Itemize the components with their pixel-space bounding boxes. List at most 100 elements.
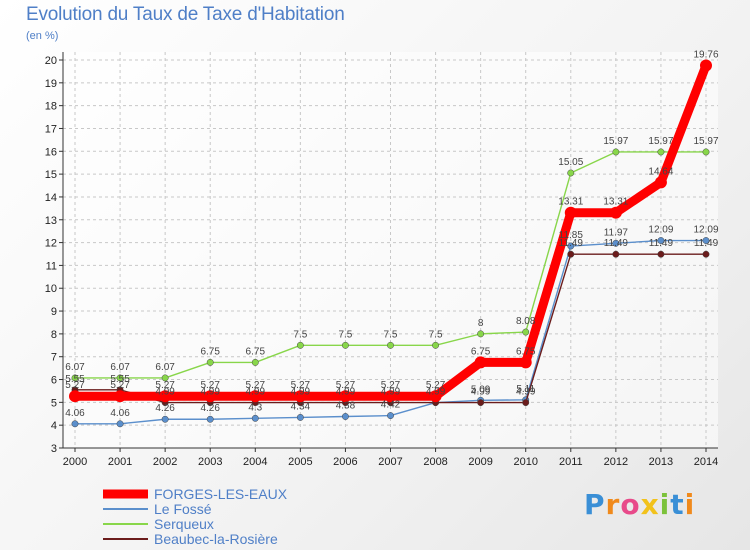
data-label: 11.49 xyxy=(649,238,674,249)
data-label: 4.99 xyxy=(516,387,536,398)
x-tick-label: 2006 xyxy=(333,456,357,468)
y-tick-label: 11 xyxy=(46,260,57,272)
data-point xyxy=(387,341,394,349)
logo-letter: P xyxy=(584,488,606,521)
data-label: 4.38 xyxy=(336,401,356,412)
data-point xyxy=(612,239,620,247)
y-tick-label: 13 xyxy=(45,215,57,227)
data-label: 4.42 xyxy=(381,400,401,411)
data-label: 4.26 xyxy=(155,403,175,414)
chart-title: Evolution du Taux de Taxe d'Habitation xyxy=(26,4,345,25)
data-point xyxy=(206,415,214,423)
data-label: 4.06 xyxy=(110,408,130,419)
data-point xyxy=(296,341,304,349)
data-label: 4.34 xyxy=(291,401,311,412)
data-label: 6.75 xyxy=(246,346,266,357)
data-label: 5.27 xyxy=(291,380,311,391)
data-label: 11.97 xyxy=(604,227,629,238)
data-point xyxy=(114,390,127,403)
data-point xyxy=(522,328,530,336)
logo-letter: t xyxy=(670,488,685,521)
data-point xyxy=(429,390,442,403)
x-tick-label: 2008 xyxy=(423,456,447,468)
logo-letter: r xyxy=(605,488,621,521)
x-tick-label: 2013 xyxy=(649,456,673,468)
data-point xyxy=(249,390,262,403)
data-label: 4.99 xyxy=(426,387,446,398)
chart-axes: 3 4 5 6 7 8 9 10 11 12 13 14 15 16 17 18 19 20 2000 2001 200… xyxy=(45,52,718,468)
x-tick-label: 2014 xyxy=(694,456,718,468)
y-tick-label: 5 xyxy=(51,397,57,409)
x-tick-label: 2009 xyxy=(468,456,492,468)
legend-label: Beaubec-la-Rosière xyxy=(154,531,278,547)
data-label: 5.27 xyxy=(200,380,220,391)
x-tick-label: 2007 xyxy=(378,456,402,468)
data-label: 19.76 xyxy=(693,49,718,60)
data-point xyxy=(522,399,530,407)
data-point xyxy=(204,390,217,403)
y-tick-label: 12 xyxy=(45,238,57,250)
data-label: 5.55 xyxy=(65,374,85,385)
x-tick-label: 2000 xyxy=(63,456,87,468)
data-label: 4.99 xyxy=(381,387,401,398)
data-label: 4.99 xyxy=(471,387,491,398)
data-label: 12.09 xyxy=(648,225,673,236)
data-label: 8 xyxy=(478,318,484,329)
data-point xyxy=(159,390,172,403)
data-point xyxy=(116,420,124,428)
data-point xyxy=(477,399,485,407)
data-point xyxy=(567,242,575,250)
y-tick-label: 7 xyxy=(51,352,57,364)
y-tick-label: 3 xyxy=(51,443,57,455)
data-label: 6.75 xyxy=(471,346,491,357)
y-tick-label: 10 xyxy=(45,283,57,295)
data-label: 4.99 xyxy=(336,387,356,398)
y-tick-label: 9 xyxy=(51,306,57,318)
data-label: 5.27 xyxy=(155,380,175,391)
data-point xyxy=(296,413,304,421)
data-label: 13.31 xyxy=(558,197,583,208)
data-label: 4.99 xyxy=(155,387,175,398)
data-label: 7.5 xyxy=(338,329,352,340)
data-label: 8.08 xyxy=(516,316,536,327)
data-point xyxy=(251,414,259,422)
data-label: 15.97 xyxy=(648,136,673,147)
x-tick-label: 2011 xyxy=(559,456,583,468)
y-tick-label: 14 xyxy=(45,192,57,204)
data-label: 15.05 xyxy=(558,157,583,168)
data-point xyxy=(702,148,710,156)
legend-label: Serqueux xyxy=(154,516,214,532)
x-tick-label: 2003 xyxy=(198,456,222,468)
data-point xyxy=(657,237,665,244)
chart-grid xyxy=(63,52,718,449)
x-tick-label: 2010 xyxy=(513,456,537,468)
y-tick-label: 18 xyxy=(45,101,57,113)
data-label: 6.75 xyxy=(516,346,536,357)
data-label: 4.99 xyxy=(291,387,311,398)
data-label: 15.97 xyxy=(693,136,718,147)
data-label: 4.06 xyxy=(65,408,85,419)
data-point xyxy=(474,356,487,369)
chart-unit-label: (en %) xyxy=(26,30,59,42)
data-point xyxy=(432,341,440,349)
data-label: 13.31 xyxy=(603,197,628,208)
data-label: 6.07 xyxy=(65,362,85,373)
data-label: 4.99 xyxy=(200,387,220,398)
data-point xyxy=(341,341,349,349)
data-label: 5.09 xyxy=(471,384,491,395)
logo-letter: o xyxy=(620,488,641,521)
data-point xyxy=(567,169,575,177)
x-tick-label: 2002 xyxy=(153,456,177,468)
data-label: 5.27 xyxy=(246,380,266,391)
data-point xyxy=(71,374,79,382)
y-tick-label: 15 xyxy=(45,169,57,181)
y-tick-label: 17 xyxy=(45,123,57,135)
data-label: 11.85 xyxy=(559,230,584,241)
data-point xyxy=(294,390,307,403)
data-label: 5.27 xyxy=(65,380,85,391)
data-point xyxy=(702,250,710,258)
data-point xyxy=(69,390,81,403)
data-point xyxy=(564,206,577,219)
chart-data-labels: 5.27 5.27 5.27 5.27 5.27 5.27 5.27 5.27 5.27 6.75… xyxy=(65,49,719,418)
